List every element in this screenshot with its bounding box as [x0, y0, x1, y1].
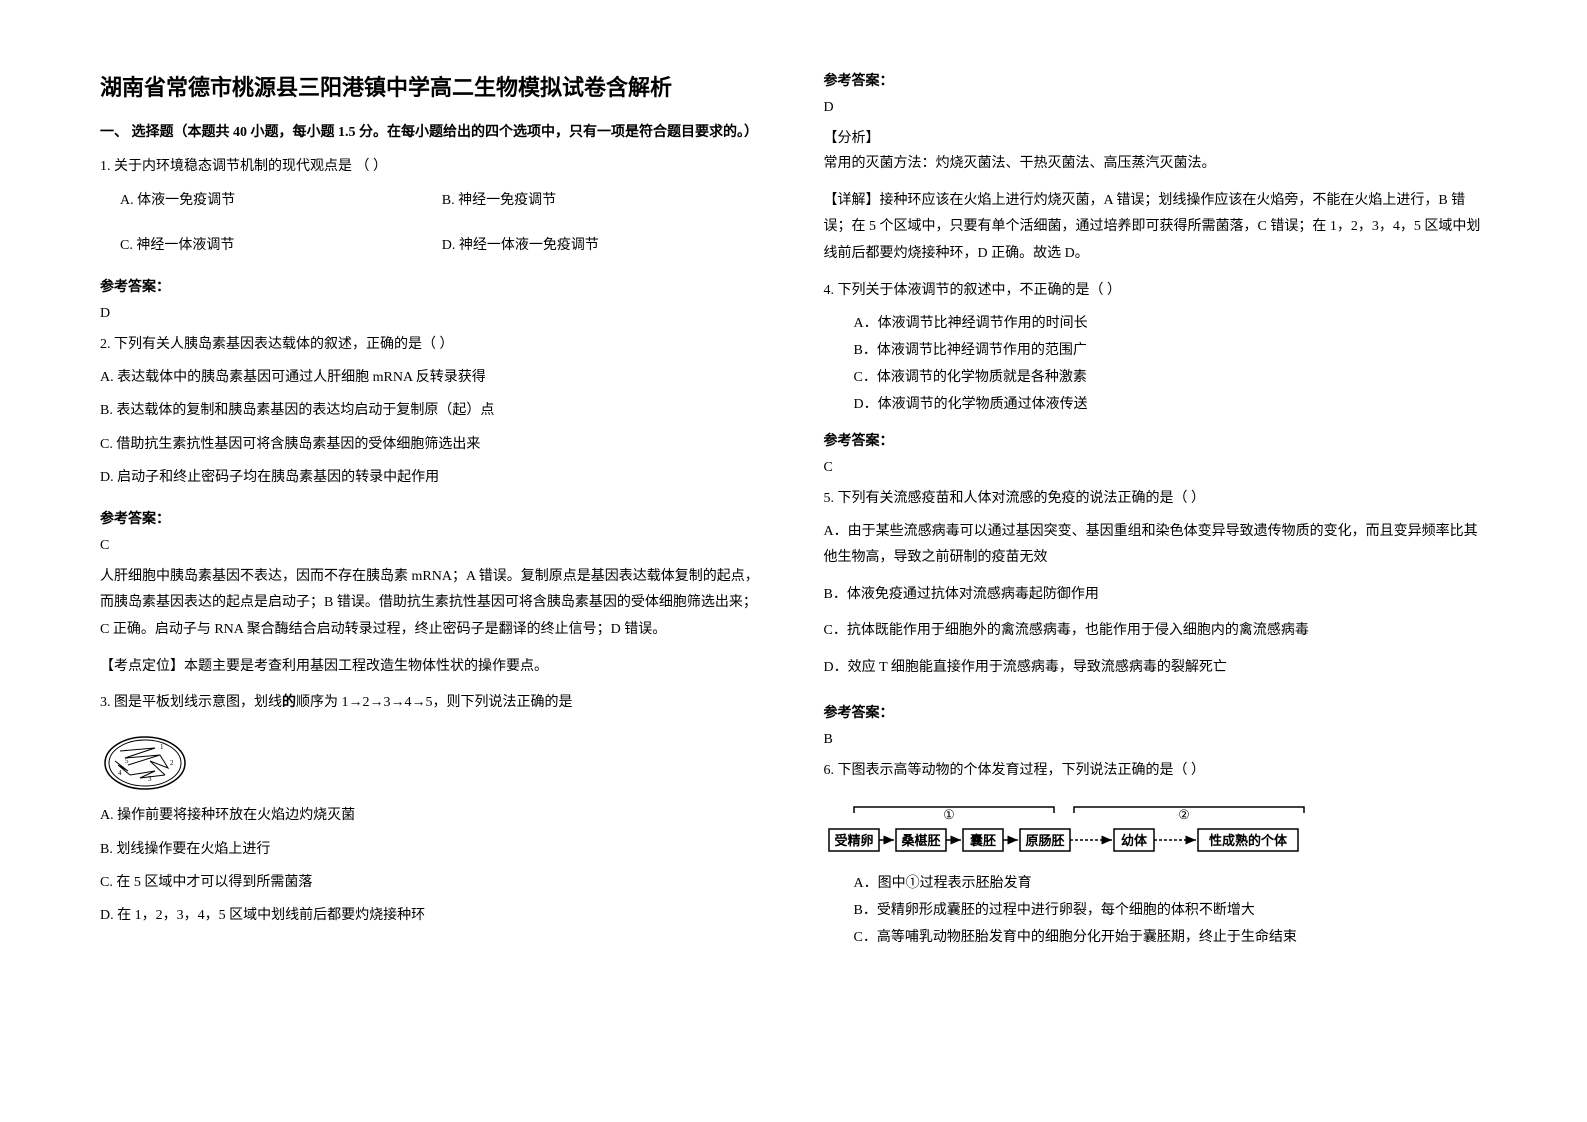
right-column: 参考答案： D 【分析】 常用的灭菌方法：灼烧灭菌法、干热灭菌法、高压蒸汽灭菌法…: [824, 70, 1488, 1052]
q2-explanation: 人肝细胞中胰岛素基因不表达，因而不存在胰岛素 mRNA；A 错误。复制原点是基因…: [100, 564, 764, 644]
q6-opt-b: B．受精卵形成囊胚的过程中进行卵裂，每个细胞的体积不断增大: [824, 898, 1488, 923]
q5-opt-d: D．效应 T 细胞能直接作用于流感病毒，导致流感病毒的裂解死亡: [824, 655, 1488, 682]
q4-opt-d: D．体液调节的化学物质通过体液传送: [824, 392, 1488, 417]
q6-opt-c: C．高等哺乳动物胚胎发育中的细胞分化开始于囊胚期，终止于生命结束: [824, 925, 1488, 950]
svg-text:1: 1: [160, 743, 164, 751]
q2-opt-c: C. 借助抗生素抗性基因可将含胰岛素基因的受体细胞筛选出来: [100, 432, 764, 457]
q5-text: 5. 下列有关流感疫苗和人体对流感的免疫的说法正确的是（ ）: [824, 486, 1488, 511]
q6-text: 6. 下图表示高等动物的个体发育过程，下列说法正确的是（ ）: [824, 758, 1488, 783]
q4-answer-label: 参考答案：: [824, 430, 1488, 450]
svg-text:5: 5: [125, 757, 129, 765]
flow-box-4: 原肠胚: [1025, 833, 1064, 848]
q3-answer-label: 参考答案：: [824, 70, 1488, 90]
q3-text-suffix: 顺序为 1→2→3→4→5，则下列说法正确的是: [296, 695, 573, 710]
q1-opt-b: B. 神经一免疫调节: [442, 188, 764, 213]
q1-opt-d: D. 神经一体液一免疫调节: [442, 233, 764, 258]
q5-answer: B: [824, 732, 1488, 748]
q4-opt-b: B．体液调节比神经调节作用的范围广: [824, 338, 1488, 363]
q5-opt-a: A．由于某些流感病毒可以通过基因突变、基因重组和染色体变异导致遗传物质的变化，而…: [824, 519, 1488, 572]
q3-text: 3. 图是平板划线示意图，划线的顺序为 1→2→3→4→5，则下列说法正确的是: [100, 690, 764, 715]
q1-opt-c: C. 神经一体液调节: [120, 233, 442, 258]
q1-text: 1. 关于内环境稳态调节机制的现代观点是 （ ）: [100, 154, 764, 179]
q4-opt-a: A．体液调节比神经调节作用的时间长: [824, 311, 1488, 336]
document-title: 湖南省常德市桃源县三阳港镇中学高二生物模拟试卷含解析: [100, 70, 764, 102]
q1-opt-a: A. 体液一免疫调节: [120, 188, 442, 213]
q3-opt-c: C. 在 5 区域中才可以得到所需菌落: [100, 870, 764, 895]
q3-opt-b: B. 划线操作要在火焰上进行: [100, 837, 764, 862]
q4-answer: C: [824, 460, 1488, 476]
flow-box-1: 受精卵: [834, 833, 873, 848]
flow-box-6: 性成熟的个体: [1208, 833, 1287, 848]
flow-box-3: 囊胚: [968, 833, 995, 848]
q2-answer: C: [100, 538, 764, 554]
q2-text: 2. 下列有关人胰岛素基因表达载体的叙述，正确的是（ ）: [100, 332, 764, 357]
q2-opt-a: A. 表达载体中的胰岛素基因可通过人肝细胞 mRNA 反转录获得: [100, 365, 764, 390]
q1-options-row1: A. 体液一免疫调节 B. 神经一免疫调节: [100, 188, 764, 213]
q6-opt-a: A．图中①过程表示胚胎发育: [824, 871, 1488, 896]
q3-analysis-label: 【分析】: [824, 126, 1488, 151]
svg-text:②: ②: [1178, 807, 1190, 822]
q1-answer: D: [100, 306, 764, 322]
q5-opt-c: C．抗体既能作用于细胞外的禽流感病毒，也能作用于侵入细胞内的禽流感病毒: [824, 618, 1488, 645]
q5-answer-label: 参考答案：: [824, 702, 1488, 722]
q3-answer: D: [824, 100, 1488, 116]
q2-opt-d: D. 启动子和终止密码子均在胰岛素基因的转录中起作用: [100, 465, 764, 490]
q4-text: 4. 下列关于体液调节的叙述中，不正确的是（ ）: [824, 278, 1488, 303]
q3-explanation: 【详解】接种环应该在火焰上进行灼烧灭菌，A 错误；划线操作应该在火焰旁，不能在火…: [824, 188, 1488, 268]
flow-box-2: 桑椹胚: [900, 833, 940, 848]
q3-analysis: 常用的灭菌方法：灼烧灭菌法、干热灭菌法、高压蒸汽灭菌法。: [824, 151, 1488, 178]
q2-opt-b: B. 表达载体的复制和胰岛素基因的表达均启动于复制原（起）点: [100, 398, 764, 423]
svg-text:2: 2: [170, 759, 174, 767]
q1-options-row2: C. 神经一体液调节 D. 神经一体液一免疫调节: [100, 233, 764, 258]
svg-text:3: 3: [148, 775, 152, 783]
q3-text-prefix: 3. 图是平板划线示意图，划线: [100, 695, 282, 710]
q3-opt-a: A. 操作前要将接种环放在火焰边灼烧灭菌: [100, 803, 764, 828]
q1-answer-label: 参考答案：: [100, 276, 764, 296]
q2-note: 【考点定位】本题主要是考查利用基因工程改造生物体性状的操作要点。: [100, 654, 764, 681]
section-1-header: 一、 选择题（本题共 40 小题，每小题 1.5 分。在每小题给出的四个选项中，…: [100, 122, 764, 144]
q3-opt-d: D. 在 1，2，3，4，5 区域中划线前后都要灼烧接种环: [100, 903, 764, 928]
petri-dish-diagram: 1 2 3 4 5: [100, 733, 190, 793]
flow-box-5: 幼体: [1120, 833, 1147, 848]
svg-text:4: 4: [118, 769, 122, 777]
left-column: 湖南省常德市桃源县三阳港镇中学高二生物模拟试卷含解析 一、 选择题（本题共 40…: [100, 70, 764, 1052]
q2-answer-label: 参考答案：: [100, 508, 764, 528]
q5-opt-b: B．体液免疫通过抗体对流感病毒起防御作用: [824, 582, 1488, 609]
q3-text-mid: 的: [282, 695, 296, 710]
development-flow-diagram: ① ② 受精卵 桑椹胚 囊胚 原肠胚 幼体 性成熟的个体: [824, 801, 1324, 861]
svg-text:①: ①: [943, 807, 955, 822]
q4-opt-c: C．体液调节的化学物质就是各种激素: [824, 365, 1488, 390]
